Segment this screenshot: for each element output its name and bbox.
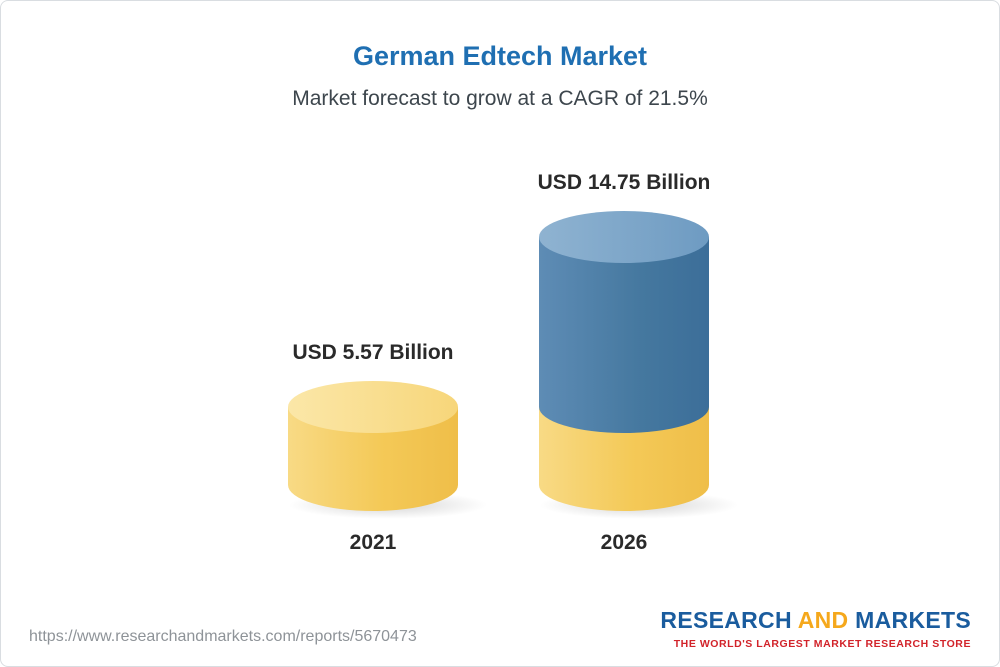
bar-2021: USD 5.57 Billion 2021 xyxy=(287,341,489,554)
cylinder-2026 xyxy=(538,210,740,519)
research-and-markets-logo: RESEARCH AND MARKETS THE WORLD'S LARGEST… xyxy=(660,607,971,650)
logo-tagline: THE WORLD'S LARGEST MARKET RESEARCH STOR… xyxy=(673,638,971,650)
page-subtitle: Market forecast to grow at a CAGR of 21.… xyxy=(292,87,708,110)
logo-wordmark: RESEARCH AND MARKETS xyxy=(660,607,971,634)
bar-2021-value-label: USD 5.57 Billion xyxy=(292,341,454,365)
cylinder-2026-top xyxy=(539,210,709,263)
cylinder-2026-growth-segment xyxy=(539,236,709,434)
logo-word-markets: MARKETS xyxy=(855,607,971,633)
page-title: German Edtech Market xyxy=(352,41,648,71)
logo-word-research: RESEARCH xyxy=(660,607,792,633)
logo-word-and: AND xyxy=(797,607,849,633)
bar-2026-year-label: 2026 xyxy=(600,531,648,554)
bar-2026-value-label: USD 14.75 Billion xyxy=(537,170,711,194)
bar-2021-year-label: 2021 xyxy=(349,531,397,554)
report-url: https://www.researchandmarkets.com/repor… xyxy=(29,628,417,645)
bar-2026: USD 14.75 Billion 2026 xyxy=(538,171,740,554)
cylinder-2021-top xyxy=(288,381,458,434)
cylinder-2021 xyxy=(287,381,489,519)
